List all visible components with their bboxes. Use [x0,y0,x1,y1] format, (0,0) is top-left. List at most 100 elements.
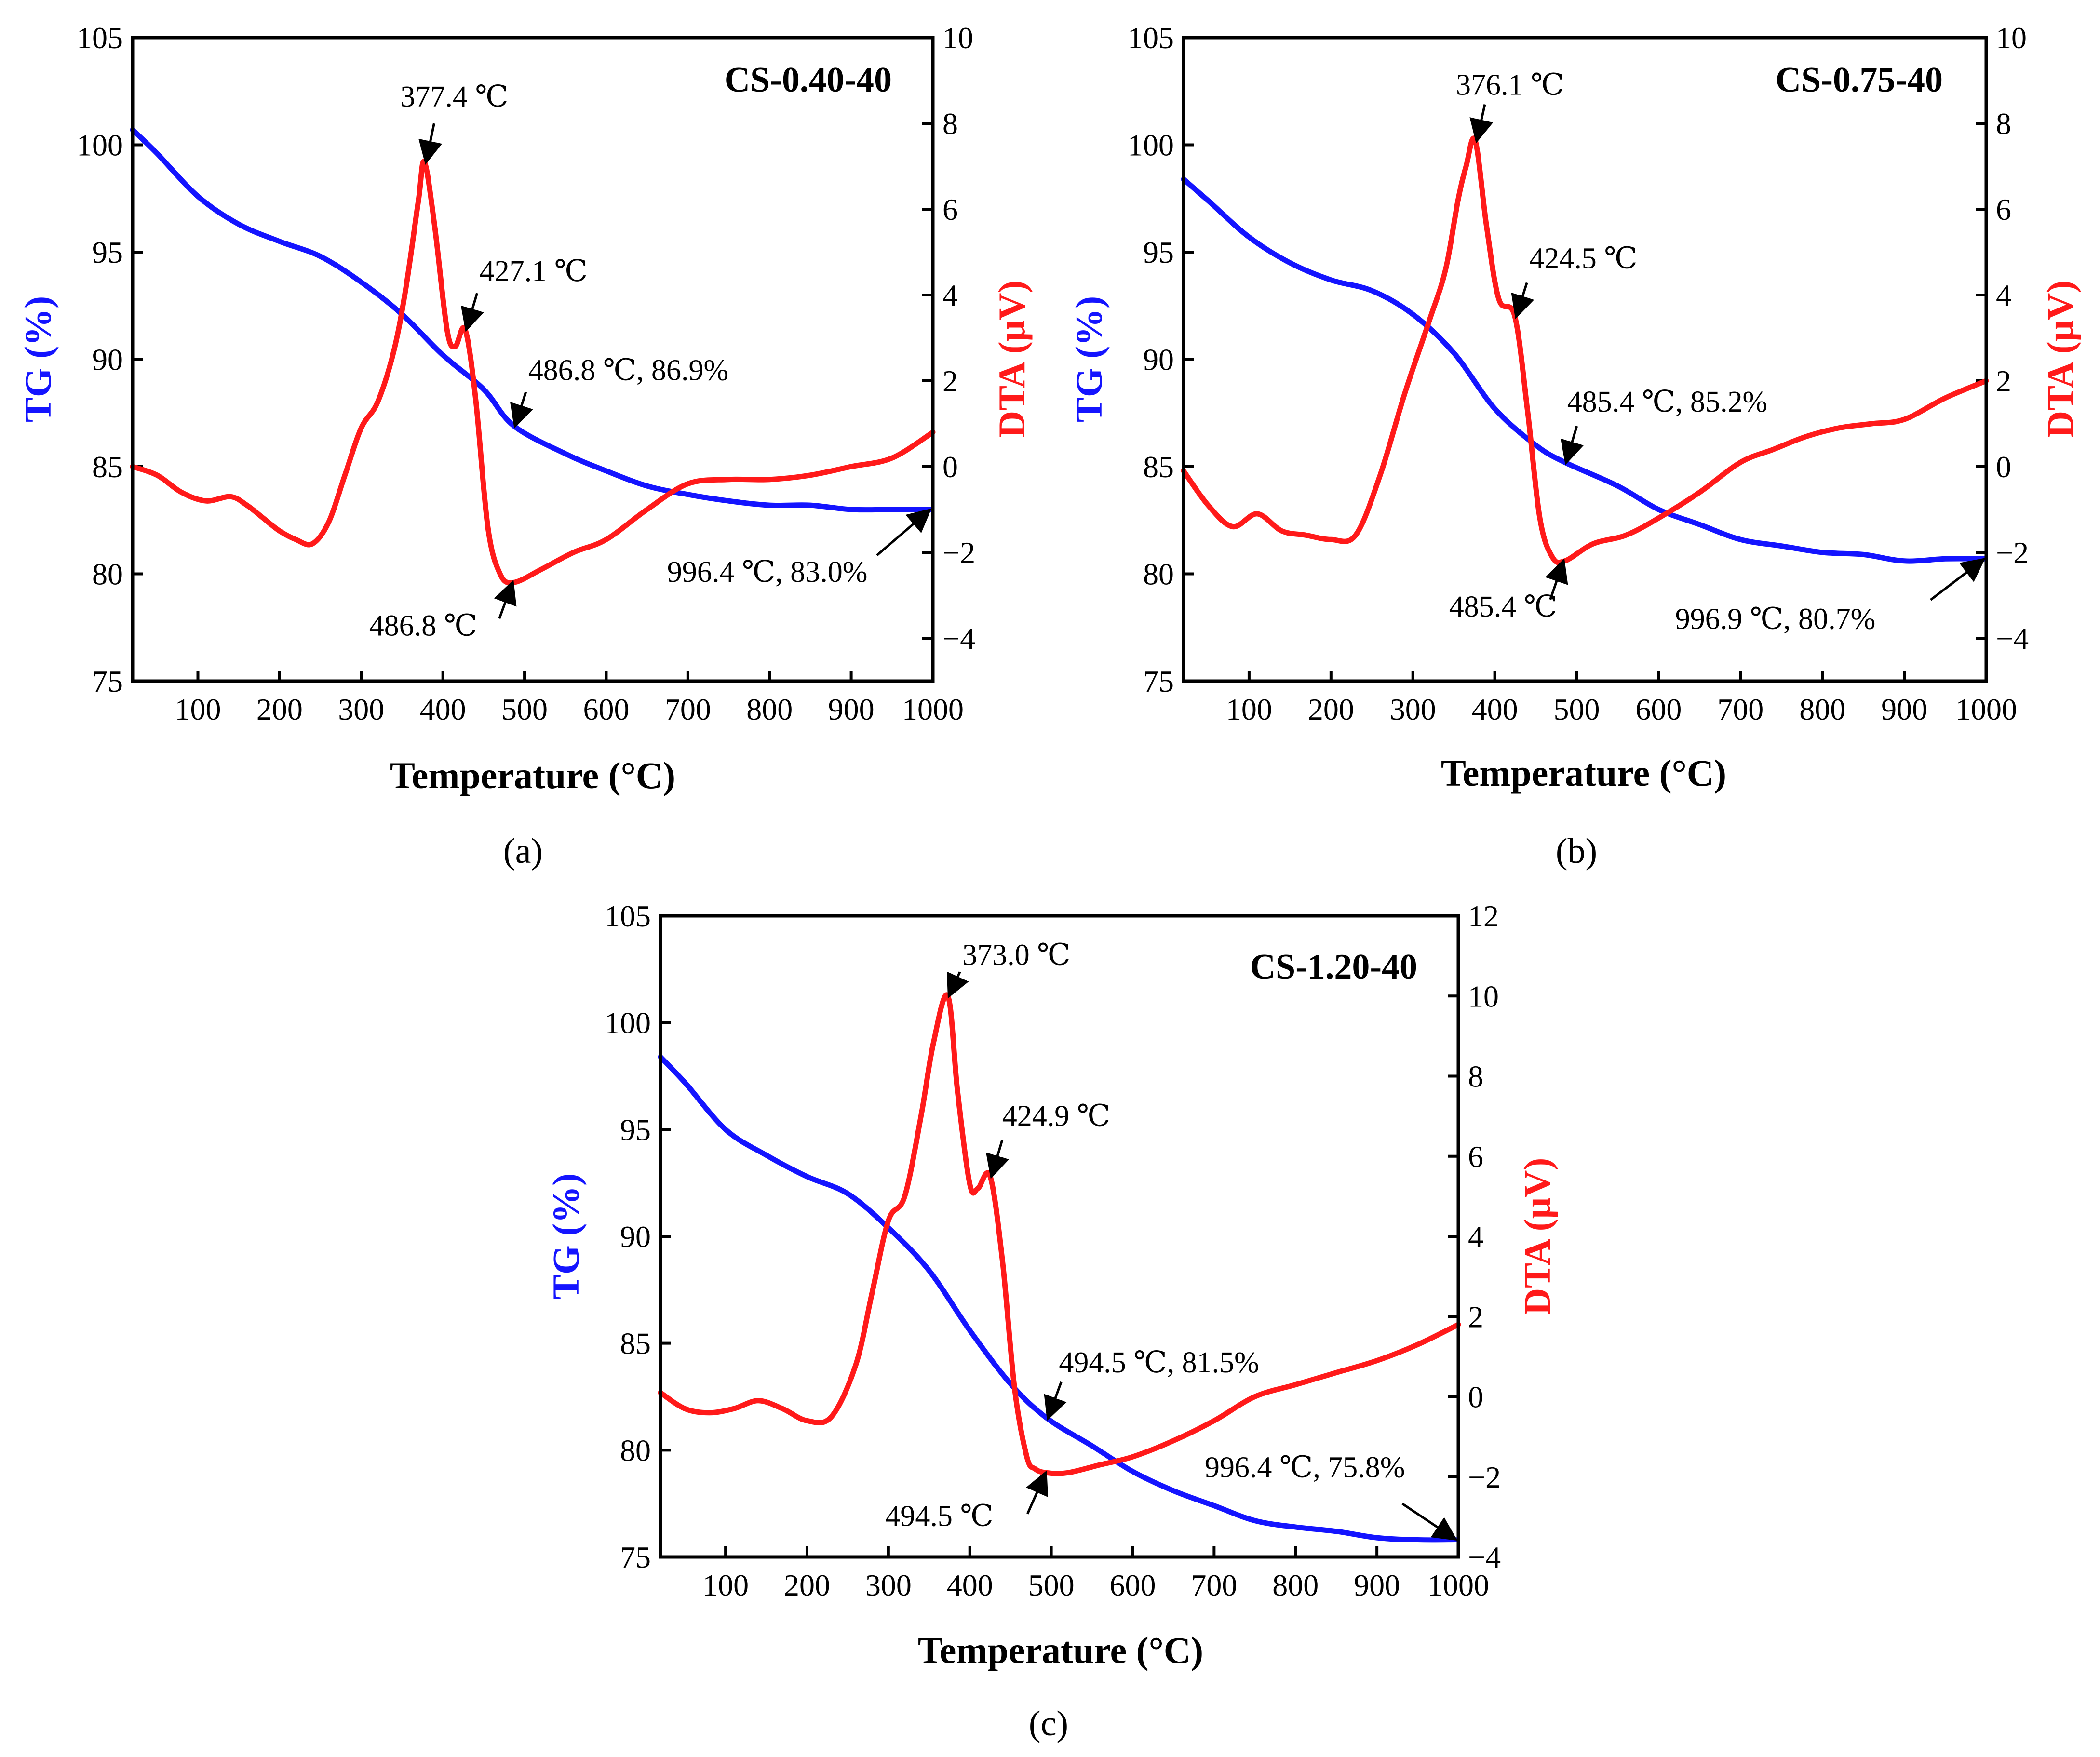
panel-a-ytick-right-label: 4 [942,278,958,312]
panel-c-annotation-arrow [1044,1381,1067,1421]
panel-b-xtick-label: 600 [1635,692,1682,726]
panel-b-annotation-label: 424.5 ℃ [1529,242,1637,275]
panel-b-xtick-label: 900 [1881,692,1927,726]
panel-a-annotation-label: 486.8 ℃ [369,609,477,642]
panel-b-xlabel: Temperature (°C) [1441,752,1726,794]
panel-c-ytick-left-label: 80 [620,1433,651,1467]
panel-c-tg-curve [658,1054,1458,1543]
panel-c-ytick-left-label: 95 [620,1113,651,1147]
panel-c-ylabel-left: TG (%) [545,1173,587,1300]
panel-c-ytick-right-label: 0 [1468,1380,1483,1414]
panel-a-annotation-arrow [876,508,932,556]
panel-b-xtick-label: 800 [1799,692,1845,726]
panel-a-annotation-arrow [418,123,443,165]
panel-b-ylabel-left: TG (%) [1068,296,1110,422]
panel-a: 100 200 300 400 500 600 700 800 900 1000758085909… [17,21,1033,871]
panel-c-ytick-left-label: 90 [620,1220,651,1254]
panel-c-dta-curve [658,992,1461,1476]
panel-a-ytick-left-label: 105 [77,21,123,55]
panel-b-dta-curve [1181,135,1989,565]
panel-c-annotation-arrow [947,971,969,999]
panel-a-ytick-right-label: 10 [942,21,973,55]
panel-b-frame [1182,36,1988,683]
panel-b-ytick-left-label: 80 [1143,557,1174,591]
panel-b-ytick-right-label: −4 [1996,621,2029,656]
panel-b-ytick-left-label: 85 [1143,450,1174,484]
panel-a-annotation-arrow [494,579,517,619]
panel-a-annotation-arrow [510,391,533,429]
panel-b-xtick-label: 1000 [1955,692,2017,726]
panel-c-ytick-left-label: 100 [605,1006,651,1040]
panel-c-ytick-left-label: 105 [605,899,651,933]
panel-c-xtick-label: 500 [1028,1568,1075,1602]
panel-b-caption: (b) [1556,832,1597,871]
panel-c-ytick-left-label: 75 [620,1540,651,1574]
panel-a-ytick-left-label: 75 [92,664,123,698]
panel-a-ytick-left-label: 80 [92,557,123,591]
panel-a-xtick-label: 400 [420,692,466,726]
panel-c-xtick-label: 200 [784,1568,830,1602]
panel-c-annotation-label: 494.5 ℃ [885,1500,993,1532]
panel-a-ytick-right-label: 8 [942,107,958,141]
panel-a-xtick-label: 500 [501,692,548,726]
panel-b-ytick-right-label: 8 [1996,107,2011,141]
panel-c-ytick-right-label: 2 [1468,1300,1483,1334]
panel-a-frame [131,36,935,683]
panel-a-ytick-left-label: 90 [92,343,123,377]
panel-b-annotation-label: 376.1 ℃ [1456,69,1564,102]
panel-a-xtick-label: 200 [256,692,303,726]
panel-c-ytick-right-label: 12 [1468,899,1499,933]
panel-c-xtick-label: 1000 [1427,1568,1489,1602]
panel-b-ytick-right-label: 4 [1996,278,2011,312]
panel-c-ytick-left-label: 85 [620,1327,651,1361]
panel-c-annotation-arrow [1401,1502,1458,1541]
panel-b-ytick-left-label: 100 [1128,128,1174,162]
panel-b-ytick-right-label: 2 [1996,364,2011,398]
panel-a-xtick-label: 300 [338,692,384,726]
panel-b-xtick-label: 500 [1554,692,1600,726]
panel-b-annotation-label: 996.9 ℃, 80.7% [1675,603,1876,635]
panel-a-ytick-left-label: 85 [92,450,123,484]
panel-a-tg-curve [130,127,933,513]
panel-a-ytick-right-label: 2 [942,364,958,398]
panel-c-xtick-label: 800 [1272,1568,1319,1602]
panel-b-annotation-arrow [1561,426,1584,465]
panel-a-annotation-label: 427.1 ℃ [480,255,588,288]
panel-a-annotation-arrow [460,293,484,332]
panel-a-title: CS-0.40-40 [725,60,892,100]
panel-b-ytick-right-label: −2 [1996,536,2029,570]
panel-a-ytick-right-label: −2 [942,536,975,570]
panel-b-ytick-right-label: 6 [1996,192,2011,227]
panel-a-ylabel-right: DTA (μV) [991,281,1033,438]
panel-c-xtick-label: 900 [1354,1568,1400,1602]
panel-b-ytick-left-label: 75 [1143,664,1174,698]
panel-b-ytick-left-label: 95 [1143,235,1174,269]
panel-b-annotation-arrow [1511,282,1535,320]
panel-a-xtick-label: 800 [746,692,793,726]
panel-c-ytick-right-label: −4 [1468,1540,1501,1574]
panel-a-dta-curve [130,159,936,586]
panel-a-annotation-label: 996.4 ℃, 83.0% [667,556,868,589]
panel-b-ytick-right-label: 10 [1996,21,2027,55]
panel-a-annotation-label: 486.8 ℃, 86.9% [528,354,729,387]
panel-a-xtick-label: 700 [665,692,711,726]
panel-a-ytick-right-label: 0 [942,450,958,484]
panel-c: 100 200 300 400 500 600 700 800 900 1000758085909… [545,899,1558,1744]
panel-b-xtick-label: 100 [1226,692,1272,726]
panel-a-xtick-label: 900 [828,692,875,726]
panel-b-ylabel-right: DTA (μV) [2039,281,2081,438]
panel-c-ytick-right-label: 8 [1468,1060,1483,1094]
panel-c-title: CS-1.20-40 [1250,947,1417,987]
panel-a-caption: (a) [503,832,543,871]
panel-a-ytick-left-label: 95 [92,235,123,269]
panel-b-xtick-label: 300 [1390,692,1436,726]
panel-b-ytick-left-label: 90 [1143,343,1174,377]
panel-b-annotation-label: 485.4 ℃, 85.2% [1567,386,1768,418]
panel-c-xtick-label: 100 [702,1568,749,1602]
panel-a-xtick-label: 600 [583,692,629,726]
panel-b-ytick-left-label: 105 [1128,21,1174,55]
panel-b-tg-curve [1181,176,1987,564]
panel-c-ytick-right-label: 6 [1468,1140,1483,1174]
panel-c-annotation-label: 424.9 ℃ [1002,1100,1110,1132]
